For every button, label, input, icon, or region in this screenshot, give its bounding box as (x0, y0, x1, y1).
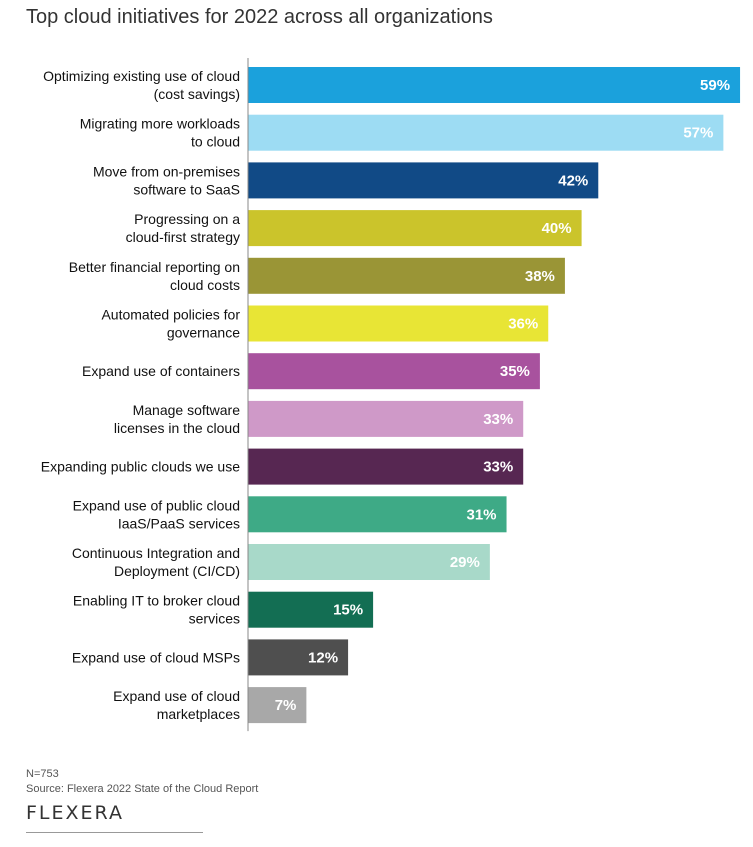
category-label-line: Expanding public clouds we use (41, 459, 240, 475)
category-label-line: cloud costs (170, 277, 240, 293)
category-label-line: Expand use of public cloud (73, 497, 240, 513)
category-label-line: services (189, 611, 240, 627)
value-label: 59% (700, 77, 730, 94)
value-label: 12% (308, 649, 338, 666)
category-label-line: to cloud (191, 134, 240, 150)
bar (248, 114, 724, 151)
category-labels-group: Optimizing existing use of cloud (cost sa… (41, 68, 241, 722)
sample-size: N=753 (26, 768, 59, 780)
category-label-line: Deployment (CI/CD) (114, 563, 240, 579)
source-note: Source: Flexera 2022 State of the Cloud … (26, 783, 259, 795)
category-label: Continuous Integration and Deployment (CI… (72, 545, 240, 579)
bar (248, 544, 490, 580)
category-label: Migrating more workloads to cloud (80, 116, 240, 150)
bar (248, 591, 374, 628)
category-label-line: Optimizing existing use of cloud (43, 68, 240, 84)
category-label-line: Better financial reporting on (69, 259, 240, 275)
bar (248, 162, 599, 199)
category-label-line: Manage software (133, 402, 241, 418)
category-label-line: licenses in the cloud (114, 420, 240, 436)
bar (248, 353, 540, 390)
bar (248, 257, 565, 294)
category-label-line: software to SaaS (133, 181, 240, 197)
bars-group (248, 67, 741, 724)
value-label: 7% (275, 697, 297, 714)
category-label-line: Migrating more workloads (80, 116, 240, 132)
category-label-line: Expand use of cloud (113, 688, 240, 704)
footnote: N=753 Source: Flexera 2022 State of the … (26, 767, 258, 797)
flexera-logo: FLEXERA (26, 802, 124, 824)
category-label-line: Automated policies for (101, 307, 240, 323)
value-label: 38% (525, 268, 555, 285)
category-label: Manage software licenses in the cloud (114, 402, 240, 436)
bar (248, 448, 524, 485)
category-label-line: Expand use of cloud MSPs (72, 649, 240, 665)
bar (248, 639, 349, 676)
category-label-line: Enabling IT to broker cloud (73, 593, 240, 609)
category-label-line: (cost savings) (154, 86, 240, 102)
value-label: 42% (558, 172, 588, 189)
logo-divider (26, 832, 203, 833)
bar (248, 496, 507, 533)
category-label: Expand use of cloud MSPs (72, 649, 240, 665)
bar (248, 305, 549, 342)
chart-title: Top cloud initiatives for 2022 across al… (26, 6, 493, 28)
value-label: 15% (333, 602, 363, 619)
category-label-line: Expand use of containers (82, 363, 240, 379)
category-label: Expand use of cloud marketplaces (113, 688, 240, 722)
category-label: Enabling IT to broker cloud services (73, 593, 240, 627)
category-label: Progressing on a cloud-first strategy (126, 211, 241, 245)
bar (248, 400, 524, 437)
bar (248, 687, 307, 724)
category-label: Optimizing existing use of cloud (cost sa… (43, 68, 240, 102)
category-label-line: governance (167, 325, 240, 341)
category-label-line: cloud-first strategy (126, 229, 240, 245)
bar (248, 67, 741, 103)
category-label-line: marketplaces (157, 706, 240, 722)
bar (248, 210, 582, 247)
value-label: 36% (508, 316, 538, 333)
bar-chart: Optimizing existing use of cloud (cost sa… (41, 58, 741, 732)
value-label: 35% (500, 363, 530, 380)
value-label: 29% (450, 554, 480, 571)
category-label-line: Move from on-premises (93, 163, 240, 179)
category-label-line: IaaS/PaaS services (118, 515, 240, 531)
logo-text: FLEXERA (26, 802, 124, 824)
value-label: 40% (542, 220, 572, 237)
category-label: Expanding public clouds we use (41, 459, 240, 475)
value-labels-group: 59% 57% 42% 40% 38% 36% 35% 33% 33% 31% 29% 15% 12% 7… (275, 77, 730, 714)
category-label: Expand use of public cloud IaaS/PaaS serv… (73, 497, 240, 531)
category-label: Automated policies for governance (101, 307, 240, 341)
category-label-line: Progressing on a (134, 211, 240, 227)
value-label: 31% (467, 506, 497, 523)
category-label: Move from on-premises software to SaaS (93, 163, 240, 197)
value-label: 33% (483, 459, 513, 476)
value-label: 33% (483, 411, 513, 428)
category-label: Expand use of containers (82, 363, 240, 379)
category-label-line: Continuous Integration and (72, 545, 240, 561)
category-label: Better financial reporting on cloud costs (69, 259, 240, 293)
value-label: 57% (683, 125, 713, 142)
